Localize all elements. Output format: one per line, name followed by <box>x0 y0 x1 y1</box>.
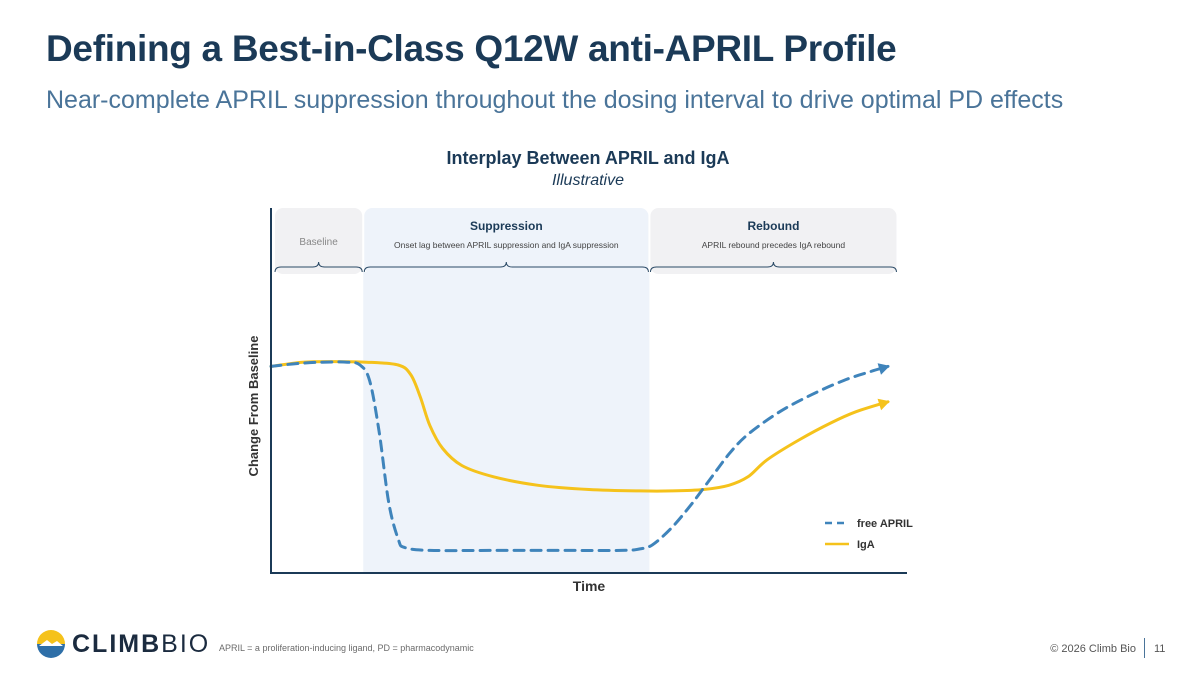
series-line-iga <box>269 360 890 493</box>
climbbio-logo: CLIMBBIO <box>36 629 210 659</box>
slide-title: Defining a Best-in-Class Q12W anti-APRIL… <box>46 28 897 69</box>
copyright: © 2026 Climb Bio <box>1050 643 1136 655</box>
phase-label-baseline: Baseline <box>299 237 338 248</box>
chart-subtitle: Illustrative <box>551 172 625 189</box>
chart-title: Interplay Between APRIL and IgA <box>446 148 730 168</box>
suppression-shaded-region <box>363 272 650 573</box>
series-arrowhead-iga <box>877 398 890 411</box>
page-number: 11 <box>1154 643 1166 655</box>
phase-brace-baseline <box>274 261 363 273</box>
legend-label-april: free APRIL <box>857 518 913 530</box>
phase-label-rebound: Rebound <box>747 219 799 233</box>
series-arrowhead-free-april <box>877 363 890 375</box>
phase-label-suppression: Suppression <box>470 219 543 233</box>
phase-brace-suppression <box>363 261 649 273</box>
phase-box-rebound <box>650 208 897 274</box>
slide-subtitle: Near-complete APRIL suppression througho… <box>46 86 1064 114</box>
y-axis-label: Change From Baseline <box>246 336 261 477</box>
x-axis-label: Time <box>573 578 606 594</box>
series-line-free-april <box>269 360 890 553</box>
logo-wordmark: CLIMBBIO <box>72 630 210 659</box>
phase-box-baseline <box>275 208 363 274</box>
legend-item-april: free APRIL <box>825 518 913 530</box>
phase-description-rebound: APRIL rebound precedes IgA rebound <box>702 240 846 250</box>
footnote: APRIL = a proliferation-inducing ligand,… <box>219 643 474 653</box>
phase-description-suppression: Onset lag between APRIL suppression and … <box>394 240 619 250</box>
legend-item-iga: IgA <box>825 539 875 551</box>
legend: free APRIL IgA <box>825 518 913 551</box>
phase-box-suppression <box>364 208 649 274</box>
footer-divider <box>1144 638 1145 658</box>
phase-brace-rebound <box>649 261 897 273</box>
mountain-sun-logo-icon <box>37 630 65 658</box>
logo-word-climb: CLIMB <box>72 629 162 658</box>
legend-label-iga: IgA <box>857 539 875 551</box>
logo-word-bio: BIO <box>161 629 211 658</box>
